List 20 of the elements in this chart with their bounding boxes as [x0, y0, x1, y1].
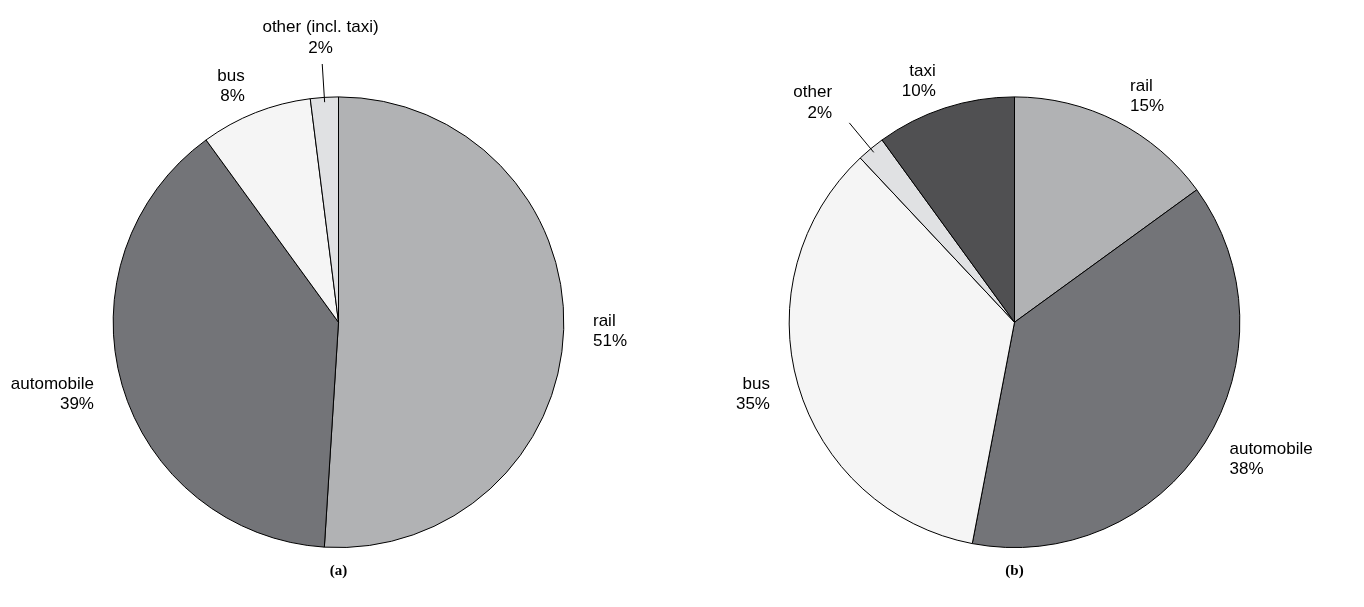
data-label: 8%	[220, 86, 245, 106]
text: (a)	[329, 561, 348, 579]
data-label: 35%	[735, 393, 770, 413]
slice-label: other	[793, 82, 833, 102]
data-label: 2%	[308, 37, 333, 57]
slice-label: taxi	[909, 60, 936, 80]
slice-label: bus	[742, 373, 770, 393]
slice-label: automobile	[1229, 438, 1313, 458]
data-label: 51%	[593, 330, 628, 350]
data-label: 15%	[1130, 96, 1165, 116]
text: (b)	[1005, 561, 1024, 579]
slice-label: automobile	[10, 373, 94, 393]
slice-label: other (incl. taxi)	[262, 17, 379, 37]
data-label: 2%	[807, 102, 833, 122]
slice-label: rail	[1130, 76, 1153, 96]
data-label: 39%	[59, 393, 94, 413]
slice-label: bus	[217, 66, 245, 86]
slice-label: rail	[593, 310, 616, 330]
data-label: 10%	[901, 81, 936, 101]
data-label: 38%	[1229, 459, 1264, 479]
